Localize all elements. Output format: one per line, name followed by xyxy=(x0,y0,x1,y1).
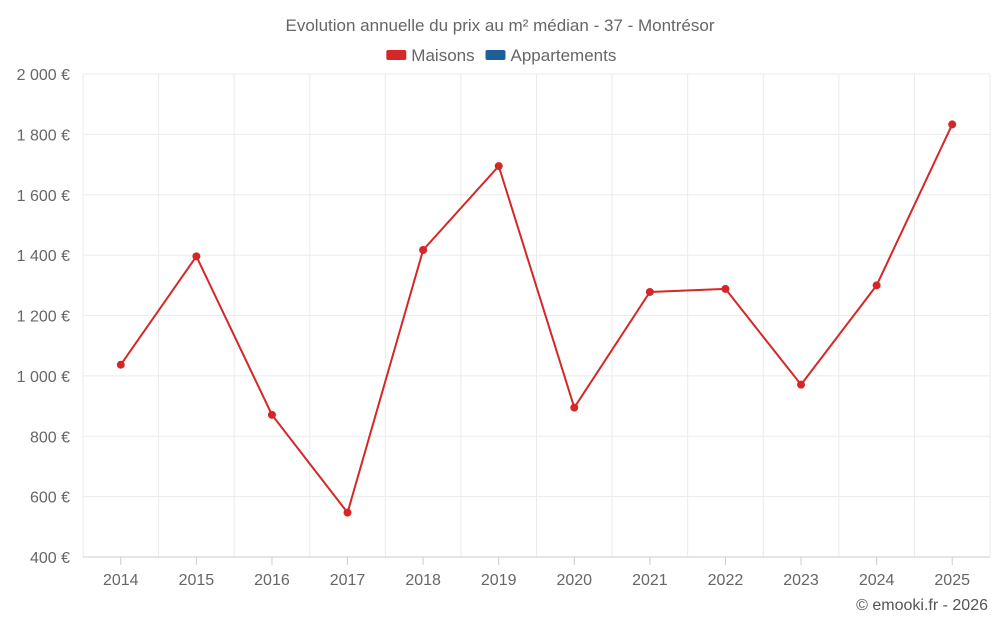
y-tick-label: 1 400 € xyxy=(17,248,70,265)
chart-title: Evolution annuelle du prix au m² médian … xyxy=(286,16,715,35)
legend-label: Appartements xyxy=(511,46,617,65)
x-tick-label: 2024 xyxy=(859,572,895,589)
x-tick-label: 2015 xyxy=(179,572,215,589)
x-tick-label: 2014 xyxy=(103,572,139,589)
x-tick-label: 2022 xyxy=(708,572,744,589)
x-tick-label: 2018 xyxy=(405,572,441,589)
y-tick-label: 400 € xyxy=(30,550,70,567)
y-tick-label: 1 200 € xyxy=(17,309,70,326)
data-point[interactable] xyxy=(570,403,579,412)
legend-swatch xyxy=(386,50,407,60)
legend-item-maisons[interactable]: Maisons xyxy=(386,46,475,65)
x-tick-label: 2016 xyxy=(254,572,290,589)
y-tick-label: 800 € xyxy=(30,429,70,446)
x-axis: 2014 2015 2016 2017 2018 2019 2020 2021 2022 2023… xyxy=(83,556,990,589)
data-point[interactable] xyxy=(645,287,654,296)
data-point[interactable] xyxy=(872,281,881,290)
data-point[interactable] xyxy=(419,245,428,254)
legend-swatch xyxy=(485,50,506,60)
legend-item-appartements[interactable]: Appartements xyxy=(485,46,617,65)
x-tick-label: 2017 xyxy=(330,572,366,589)
data-point[interactable] xyxy=(192,252,201,261)
x-tick-label: 2023 xyxy=(783,572,819,589)
data-point[interactable] xyxy=(721,284,730,293)
data-point[interactable] xyxy=(494,162,503,171)
data-point[interactable] xyxy=(267,410,276,419)
y-tick-label: 600 € xyxy=(30,490,70,507)
grid xyxy=(82,73,991,558)
credit-text: © emooki.fr - 2026 xyxy=(856,597,988,614)
data-point[interactable] xyxy=(343,508,352,517)
data-point[interactable] xyxy=(116,360,125,369)
data-point[interactable] xyxy=(797,380,806,389)
x-tick-label: 2019 xyxy=(481,572,517,589)
x-tick-label: 2020 xyxy=(556,572,592,589)
series-layer xyxy=(116,120,957,517)
x-tick-label: 2021 xyxy=(632,572,668,589)
legend-label: Maisons xyxy=(411,46,474,65)
y-tick-label: 1 000 € xyxy=(17,369,70,386)
series-line-maisons xyxy=(119,123,954,515)
x-tick-label: 2025 xyxy=(934,572,970,589)
y-axis: 400 € 600 € 800 € 1 000 € 1 200 € 1 400 € 1 60… xyxy=(17,67,70,567)
y-tick-label: 2 000 € xyxy=(17,67,70,84)
y-tick-label: 1 600 € xyxy=(17,188,70,205)
data-point[interactable] xyxy=(948,120,957,129)
legend: Maisons Appartements xyxy=(386,46,616,65)
y-tick-label: 1 800 € xyxy=(17,127,70,144)
